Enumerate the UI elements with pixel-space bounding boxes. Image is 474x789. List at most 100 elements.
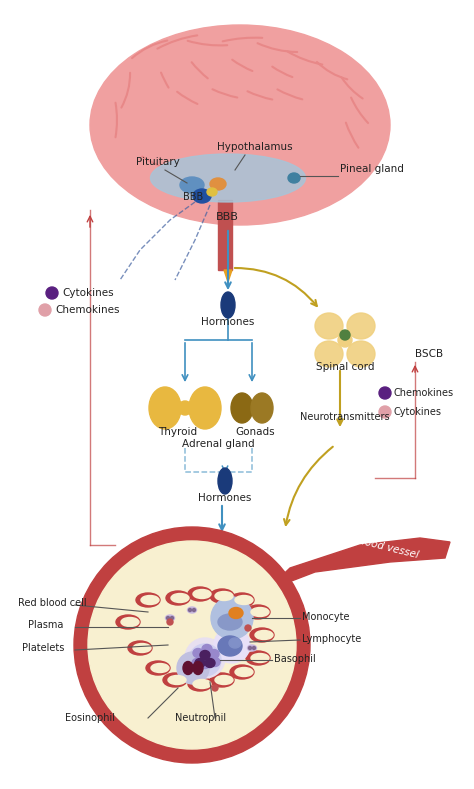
Circle shape: [211, 597, 253, 639]
Ellipse shape: [338, 333, 352, 347]
Ellipse shape: [151, 664, 169, 672]
Ellipse shape: [251, 393, 273, 423]
Ellipse shape: [255, 630, 273, 640]
Ellipse shape: [315, 313, 343, 339]
Ellipse shape: [193, 661, 203, 675]
Ellipse shape: [165, 615, 174, 621]
Circle shape: [171, 616, 173, 619]
Ellipse shape: [250, 628, 274, 642]
Circle shape: [177, 652, 209, 684]
Ellipse shape: [215, 592, 233, 600]
Ellipse shape: [230, 593, 254, 607]
Text: Hypothalamus: Hypothalamus: [217, 142, 293, 152]
Text: Hormones: Hormones: [201, 317, 255, 327]
Ellipse shape: [209, 649, 219, 659]
Ellipse shape: [230, 665, 254, 679]
Text: Chemokines: Chemokines: [394, 388, 454, 398]
Circle shape: [189, 608, 191, 611]
Ellipse shape: [195, 659, 205, 667]
Ellipse shape: [210, 657, 220, 667]
Ellipse shape: [221, 292, 235, 318]
Ellipse shape: [116, 615, 140, 629]
Ellipse shape: [188, 677, 212, 691]
Ellipse shape: [315, 341, 343, 367]
Ellipse shape: [251, 653, 269, 663]
Ellipse shape: [202, 645, 212, 653]
Text: Adrenal gland: Adrenal gland: [182, 439, 255, 449]
Ellipse shape: [151, 154, 306, 202]
Text: BSCB: BSCB: [415, 349, 443, 359]
Ellipse shape: [133, 644, 151, 653]
Ellipse shape: [218, 614, 242, 630]
Text: Pineal gland: Pineal gland: [340, 164, 404, 174]
Ellipse shape: [247, 645, 256, 651]
Ellipse shape: [193, 679, 211, 689]
Ellipse shape: [192, 659, 202, 667]
Circle shape: [39, 304, 51, 316]
Ellipse shape: [149, 387, 181, 429]
Text: BBB: BBB: [183, 192, 203, 202]
Text: Lymphocyte: Lymphocyte: [302, 634, 361, 644]
Ellipse shape: [347, 313, 375, 339]
Circle shape: [379, 387, 391, 399]
Text: BBB: BBB: [216, 212, 238, 222]
Circle shape: [192, 608, 195, 611]
Ellipse shape: [251, 608, 269, 616]
Circle shape: [74, 527, 310, 763]
Ellipse shape: [235, 596, 253, 604]
Circle shape: [88, 541, 296, 749]
Text: Neurotransmitters: Neurotransmitters: [300, 412, 390, 422]
Polygon shape: [224, 270, 232, 282]
Ellipse shape: [193, 649, 203, 657]
Text: Eosinophil: Eosinophil: [65, 713, 115, 723]
Ellipse shape: [231, 393, 253, 423]
Ellipse shape: [215, 675, 233, 685]
Text: Cytokines: Cytokines: [62, 288, 114, 298]
Circle shape: [253, 646, 255, 649]
Polygon shape: [218, 200, 232, 270]
Ellipse shape: [188, 607, 197, 613]
Text: Red blood cell: Red blood cell: [18, 598, 87, 608]
Ellipse shape: [136, 593, 160, 607]
Ellipse shape: [188, 587, 212, 601]
Circle shape: [245, 625, 251, 631]
Text: Peripheral blood vessel: Peripheral blood vessel: [300, 521, 420, 560]
Ellipse shape: [347, 341, 375, 367]
Ellipse shape: [178, 401, 192, 415]
Circle shape: [167, 619, 173, 625]
Circle shape: [214, 627, 250, 663]
Ellipse shape: [128, 641, 152, 655]
Text: Chemokines: Chemokines: [55, 305, 119, 315]
Ellipse shape: [200, 650, 210, 660]
Ellipse shape: [246, 651, 270, 665]
Ellipse shape: [163, 673, 187, 687]
Text: Platelets: Platelets: [22, 643, 64, 653]
Polygon shape: [255, 538, 450, 603]
Circle shape: [185, 638, 225, 678]
Ellipse shape: [200, 660, 210, 668]
Ellipse shape: [288, 173, 300, 183]
Ellipse shape: [229, 638, 241, 648]
Circle shape: [379, 406, 391, 418]
Text: Gonads: Gonads: [235, 427, 275, 437]
Ellipse shape: [193, 589, 211, 599]
Ellipse shape: [235, 667, 253, 676]
Ellipse shape: [166, 591, 190, 605]
Ellipse shape: [218, 468, 232, 494]
Ellipse shape: [246, 605, 270, 619]
Ellipse shape: [146, 661, 170, 675]
Circle shape: [166, 616, 170, 619]
Text: Hormones: Hormones: [198, 493, 252, 503]
Ellipse shape: [210, 589, 234, 603]
Ellipse shape: [205, 659, 215, 667]
Ellipse shape: [210, 178, 226, 190]
Ellipse shape: [171, 593, 189, 603]
Text: Plasma: Plasma: [28, 620, 64, 630]
Ellipse shape: [141, 596, 159, 604]
Ellipse shape: [193, 189, 211, 203]
Ellipse shape: [90, 25, 390, 225]
Circle shape: [46, 287, 58, 299]
Text: Basophil: Basophil: [274, 654, 316, 664]
Circle shape: [248, 646, 252, 649]
Circle shape: [340, 330, 350, 340]
